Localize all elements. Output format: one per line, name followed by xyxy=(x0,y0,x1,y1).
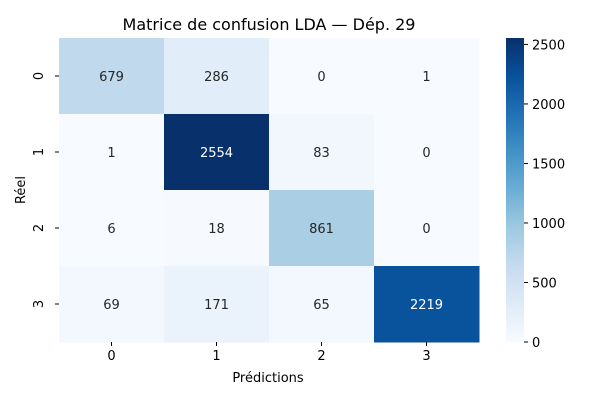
cell-value-label-0-0: 679 xyxy=(99,70,124,85)
colorbar-tick-label-2500: 2500 xyxy=(532,38,565,53)
y-tick-label-3: 3 xyxy=(32,300,47,308)
heatmap-cells: 679 286 0 1 1 2554 83 0 6 18 861 0 69 171 65 2219 xyxy=(59,38,480,343)
cell-value-label-3-3: 2219 xyxy=(410,298,443,313)
colorbar-tick-label-1500: 1500 xyxy=(532,157,565,172)
cell-value-label-0-2: 0 xyxy=(317,70,325,85)
y-axis-ticks: 0 1 2 3 xyxy=(32,72,59,308)
x-tick-label-0: 0 xyxy=(107,349,115,364)
heatmap-cell-3-2 xyxy=(269,266,375,343)
x-axis-ticks: 0 1 2 3 xyxy=(107,342,431,364)
x-tick-label-1: 1 xyxy=(212,349,220,364)
cell-value-label-1-0: 1 xyxy=(107,146,115,161)
x-axis-label: Prédictions xyxy=(232,371,304,386)
y-tick-label-0: 0 xyxy=(32,72,47,80)
colorbar-tick-label-2000: 2000 xyxy=(532,98,565,113)
heatmap-cell-3-3 xyxy=(374,266,480,343)
cell-value-label-3-1: 171 xyxy=(204,298,229,313)
cell-value-label-1-3: 0 xyxy=(422,146,430,161)
heatmap-cell-3-0 xyxy=(59,266,165,343)
heatmap-cell-1-1 xyxy=(164,114,270,191)
heatmap-cell-0-3 xyxy=(374,38,480,115)
cell-value-label-2-2: 861 xyxy=(309,222,334,237)
colorbar-ticks: 0 500 1000 1500 2000 2500 xyxy=(524,38,565,351)
cell-value-label-1-1: 2554 xyxy=(200,146,233,161)
cell-value-label-0-3: 1 xyxy=(422,70,430,85)
colorbar xyxy=(506,38,524,342)
heatmap-cell-2-3 xyxy=(374,190,480,267)
cell-value-label-2-1: 18 xyxy=(208,222,225,237)
cell-value-label-2-3: 0 xyxy=(422,222,430,237)
heatmap-cell-1-2 xyxy=(269,114,375,191)
heatmap-cell-2-2 xyxy=(269,190,375,267)
heatmap-cell-3-1 xyxy=(164,266,270,343)
heatmap-cell-2-0 xyxy=(59,190,165,267)
heatmap-cell-2-1 xyxy=(164,190,270,267)
cell-value-label-1-2: 83 xyxy=(313,146,330,161)
heatmap-cell-0-1 xyxy=(164,38,270,115)
colorbar-tick-label-500: 500 xyxy=(532,276,557,291)
y-tick-label-1: 1 xyxy=(32,148,47,156)
x-tick-label-2: 2 xyxy=(317,349,325,364)
heatmap-cell-1-3 xyxy=(374,114,480,191)
heatmap-cell-0-0 xyxy=(59,38,165,115)
heatmap-cell-1-0 xyxy=(59,114,165,191)
chart-title: Matrice de confusion LDA — Dép. 29 xyxy=(123,15,416,34)
colorbar-tick-label-0: 0 xyxy=(532,336,540,351)
cell-value-label-0-1: 286 xyxy=(204,70,229,85)
y-tick-label-2: 2 xyxy=(32,224,47,232)
cell-value-label-3-0: 69 xyxy=(103,298,120,313)
colorbar-tick-label-1000: 1000 xyxy=(532,217,565,232)
cell-value-label-3-2: 65 xyxy=(313,298,330,313)
x-tick-label-3: 3 xyxy=(422,349,430,364)
y-axis-label: Réel xyxy=(14,176,29,204)
cell-value-label-2-0: 6 xyxy=(107,222,115,237)
heatmap-cell-0-2 xyxy=(269,38,375,115)
